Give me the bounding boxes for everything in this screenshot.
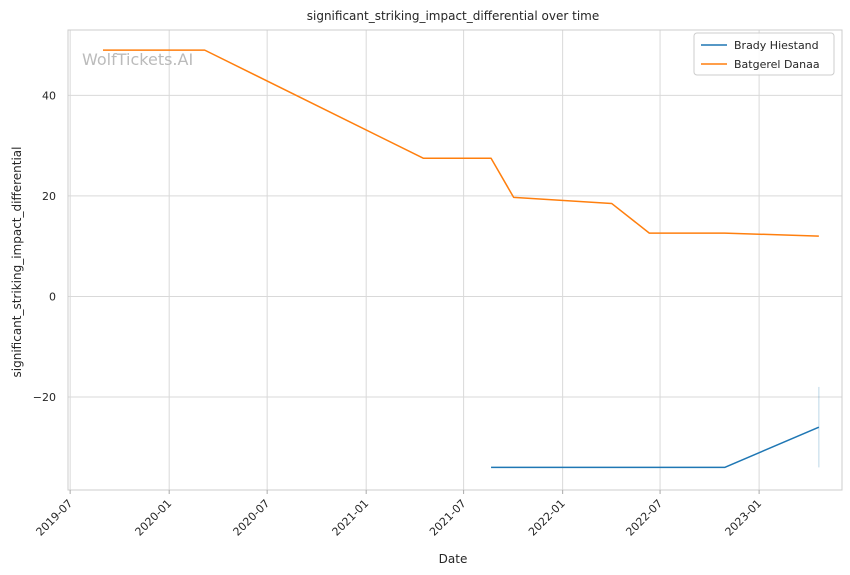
- grid: [68, 30, 842, 490]
- plot-frame: [67, 29, 843, 491]
- legend-label-batgerel-danaa: Batgerel Danaa: [734, 58, 820, 71]
- legend-label-brady-hiestand: Brady Hiestand: [734, 39, 819, 52]
- y-tick-label: −20: [33, 391, 56, 404]
- y-tick-label: 0: [49, 290, 56, 303]
- chart-title: significant_striking_impact_differential…: [307, 9, 599, 23]
- legend: Brady Hiestand Batgerel Danaa: [693, 32, 835, 76]
- y-tick-labels: −20 0 20 40: [33, 89, 56, 404]
- series-line-brady-hiestand: [491, 426, 820, 469]
- legend-box: [693, 32, 835, 76]
- series-brady-hiestand: [491, 386, 820, 469]
- x-axis-label: Date: [439, 552, 468, 566]
- watermark: WolfTickets.AI: [82, 50, 193, 69]
- series-layer: [102, 49, 820, 469]
- series-batgerel-danaa: [102, 49, 819, 237]
- y-tick-label: 20: [42, 190, 56, 203]
- series-line-batgerel-danaa: [102, 49, 819, 237]
- y-tick-label: 40: [42, 89, 56, 102]
- y-axis-label: significant_striking_impact_differential: [10, 147, 24, 378]
